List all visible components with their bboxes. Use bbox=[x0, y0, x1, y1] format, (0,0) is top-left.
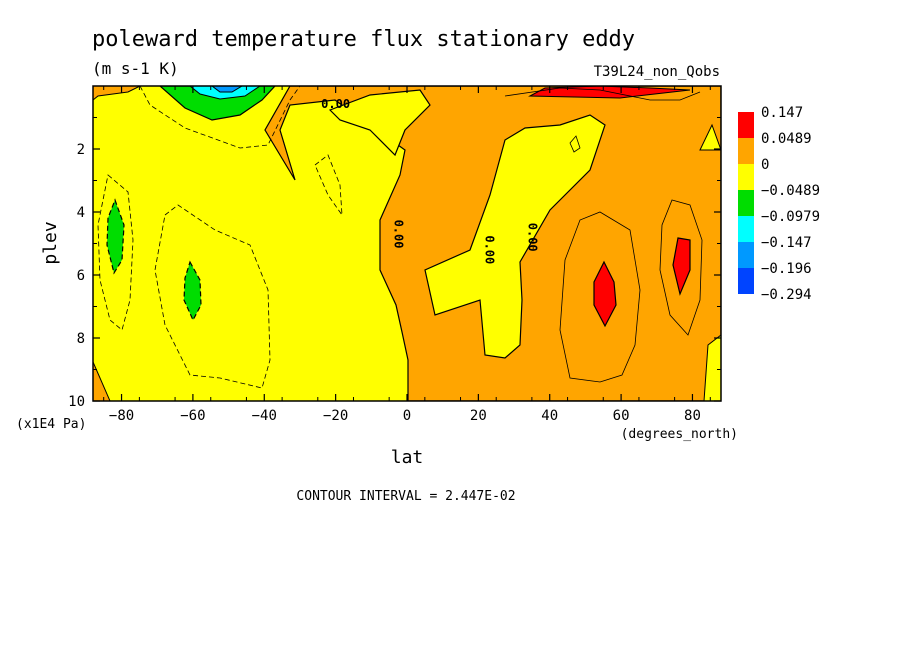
region-negative-right-bottom bbox=[703, 334, 721, 401]
legend-swatch bbox=[738, 164, 754, 190]
region-positive-top-left bbox=[93, 86, 141, 101]
region-negative-right bbox=[699, 123, 721, 151]
y-tick-label: 2 bbox=[77, 142, 85, 158]
legend-label: −0.294 bbox=[761, 287, 812, 303]
contour-label: 0.00 bbox=[392, 220, 406, 249]
legend-swatch bbox=[738, 112, 754, 138]
x-tick-label: −60 bbox=[180, 408, 205, 424]
legend-label: −0.196 bbox=[761, 261, 812, 277]
x-tick-label: −40 bbox=[252, 408, 277, 424]
y-tick-label: 10 bbox=[68, 394, 85, 410]
contour-label-group: 0.00 0.00 0.00 0.00 bbox=[321, 97, 539, 264]
contour-interval: CONTOUR INTERVAL = 2.447E-02 bbox=[296, 489, 515, 504]
legend-label: −0.0489 bbox=[761, 183, 820, 199]
model-label: T39L24_non_Qobs bbox=[594, 64, 720, 80]
x-tick-label: 0 bbox=[403, 408, 411, 424]
region-red-right bbox=[672, 237, 691, 296]
legend-swatch bbox=[738, 190, 754, 216]
x-tick-label: 60 bbox=[613, 408, 630, 424]
region-negative-top bbox=[328, 89, 431, 157]
chart-units: (m s-1 K) bbox=[92, 59, 179, 78]
region-negative-intrusion bbox=[424, 114, 606, 359]
legend-label: −0.0979 bbox=[761, 209, 820, 225]
y-axis-units: (x1E4 Pa) bbox=[16, 417, 86, 432]
x-tick-label: 40 bbox=[541, 408, 558, 424]
contour-lines bbox=[97, 86, 703, 389]
y-axis: 2 4 6 8 10 bbox=[68, 117, 721, 410]
legend-label: 0 bbox=[761, 157, 769, 173]
x-tick-label: 80 bbox=[684, 408, 701, 424]
y-axis-label: plev bbox=[40, 221, 61, 264]
x-axis-label: lat bbox=[391, 447, 424, 468]
plot-area bbox=[93, 86, 721, 401]
legend-label: 0.147 bbox=[761, 105, 803, 121]
chart-title: poleward temperature flux stationary edd… bbox=[92, 27, 635, 52]
legend-swatch bbox=[738, 242, 754, 268]
x-axis: −80 −60 −40 −20 0 20 40 60 80 bbox=[103, 86, 711, 424]
legend-swatch bbox=[738, 268, 754, 294]
legend-swatch bbox=[738, 138, 754, 164]
region-green-mid bbox=[183, 260, 202, 322]
legend-label: −0.147 bbox=[761, 235, 812, 251]
region-blue-top bbox=[211, 86, 243, 93]
legend-swatch bbox=[738, 216, 754, 242]
x-tick-label: 20 bbox=[470, 408, 487, 424]
region-red-mid bbox=[593, 260, 617, 328]
legend-label: 0.0489 bbox=[761, 131, 812, 147]
x-tick-label: −80 bbox=[109, 408, 134, 424]
x-tick-label: −20 bbox=[323, 408, 348, 424]
contour-label: 0.00 bbox=[321, 97, 350, 111]
y-tick-label: 6 bbox=[77, 268, 85, 284]
contour-label: 0.00 bbox=[483, 235, 497, 264]
region-green-left bbox=[106, 198, 125, 275]
contour-label: 0.00 bbox=[525, 223, 539, 252]
x-axis-units: (degrees_north) bbox=[621, 427, 738, 442]
color-legend: 0.147 0.0489 0 −0.0489 −0.0979 −0.147 −0.196 −0… bbox=[738, 105, 820, 303]
region-positive-south-corner bbox=[93, 361, 111, 401]
y-tick-label: 8 bbox=[77, 331, 85, 347]
y-tick-label: 4 bbox=[77, 205, 85, 221]
